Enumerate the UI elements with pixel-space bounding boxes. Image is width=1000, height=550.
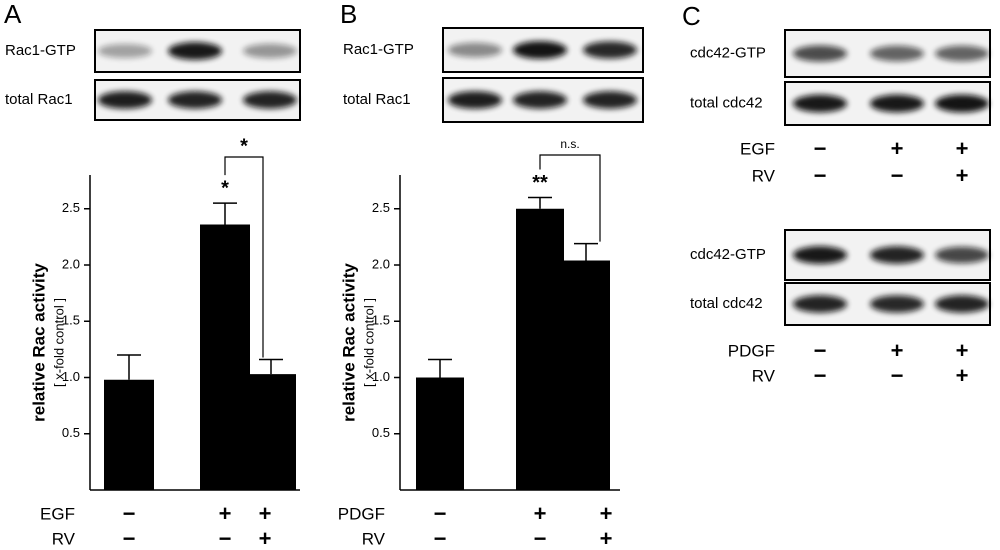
- blot-row-label: Rac1-GTP: [5, 42, 76, 59]
- y-tick-label: 1.0: [62, 369, 80, 384]
- condition-sign: +: [600, 501, 613, 526]
- condition-label: RV: [52, 529, 76, 548]
- condition-sign: −: [219, 526, 232, 550]
- bracket-label: n.s.: [560, 137, 579, 151]
- blot-band: [870, 246, 924, 264]
- blot-band: [935, 45, 989, 62]
- y-axis-title: relative Rac activity: [339, 263, 358, 422]
- blot-band: [98, 43, 152, 59]
- condition-sign: +: [956, 363, 969, 388]
- blot-band: [513, 91, 567, 109]
- blot-band: [98, 91, 152, 109]
- condition-sign: +: [891, 338, 904, 363]
- blot-band: [168, 42, 222, 60]
- condition-label: RV: [362, 529, 386, 548]
- y-tick-label: 2.0: [62, 256, 80, 271]
- condition-sign: −: [891, 163, 904, 188]
- condition-sign: +: [956, 338, 969, 363]
- y-tick-label: 0.5: [62, 425, 80, 440]
- blot-row-label: Rac1-GTP: [343, 41, 414, 58]
- y-tick-label: 0.5: [372, 425, 390, 440]
- condition-sign: −: [891, 363, 904, 388]
- blot-band: [243, 91, 297, 109]
- y-axis-subtitle: [ x-fold control ]: [361, 298, 376, 387]
- y-tick-label: 2.5: [372, 200, 390, 215]
- significance-bracket: [224, 156, 264, 358]
- blot-band: [935, 295, 989, 313]
- y-axis-subtitle: [ x-fold control ]: [51, 298, 66, 387]
- condition-sign: −: [534, 526, 547, 550]
- blot-row-label: cdc42-GTP: [690, 44, 766, 61]
- blot-row-label: total cdc42: [690, 94, 763, 111]
- blot-band: [448, 91, 502, 109]
- blot-band: [935, 246, 989, 264]
- condition-sign: −: [434, 501, 447, 526]
- condition-sign: +: [259, 526, 272, 550]
- condition-sign: −: [814, 338, 827, 363]
- blot-band: [870, 94, 924, 113]
- condition-sign: +: [956, 136, 969, 161]
- blot-band: [793, 45, 847, 62]
- bar: [562, 260, 610, 490]
- blot-band: [513, 41, 567, 59]
- blot-band: [243, 43, 297, 59]
- bar: [200, 224, 250, 490]
- y-tick-label: 1.5: [372, 313, 390, 328]
- condition-label: PDGF: [338, 504, 385, 523]
- condition-sign: −: [123, 501, 136, 526]
- condition-label: RV: [752, 166, 776, 185]
- blot-band: [583, 41, 637, 59]
- y-tick-label: 2.0: [372, 256, 390, 271]
- condition-sign: −: [434, 526, 447, 550]
- significance-label: **: [532, 172, 548, 194]
- condition-sign: +: [956, 163, 969, 188]
- y-tick-label: 2.5: [62, 200, 80, 215]
- blot-band: [168, 91, 222, 109]
- blot-band: [793, 94, 847, 113]
- condition-label: EGF: [740, 139, 775, 158]
- panel-label: C: [682, 1, 701, 31]
- blot-row-label: total Rac1: [5, 91, 73, 108]
- bar: [104, 379, 154, 490]
- bar: [246, 374, 296, 490]
- condition-label: EGF: [40, 504, 75, 523]
- condition-sign: +: [600, 526, 613, 550]
- significance-bracket: [539, 154, 601, 242]
- blot-band: [583, 91, 637, 109]
- blot-band: [935, 94, 989, 113]
- blot-band: [793, 295, 847, 313]
- significance-label: *: [221, 177, 229, 199]
- condition-label: PDGF: [728, 341, 775, 360]
- blot-band: [870, 45, 924, 62]
- blot-band: [448, 42, 502, 58]
- y-tick-label: 1.0: [372, 369, 390, 384]
- condition-sign: +: [219, 501, 232, 526]
- blot-band: [793, 246, 847, 264]
- condition-sign: +: [259, 501, 272, 526]
- bar: [416, 377, 464, 490]
- y-axis-title: relative Rac activity: [29, 263, 48, 422]
- condition-sign: −: [814, 363, 827, 388]
- condition-sign: +: [891, 136, 904, 161]
- blot-row-label: total cdc42: [690, 295, 763, 312]
- y-tick-label: 1.5: [62, 313, 80, 328]
- bar: [516, 208, 564, 490]
- condition-sign: +: [534, 501, 547, 526]
- condition-sign: −: [123, 526, 136, 550]
- panel-label: B: [340, 0, 357, 29]
- blot-row-label: total Rac1: [343, 91, 411, 108]
- condition-sign: −: [814, 163, 827, 188]
- blot-band: [870, 295, 924, 313]
- condition-label: RV: [752, 366, 776, 385]
- blot-row-label: cdc42-GTP: [690, 246, 766, 263]
- panel-label: A: [4, 0, 22, 29]
- bracket-label: *: [240, 135, 248, 157]
- condition-sign: −: [814, 136, 827, 161]
